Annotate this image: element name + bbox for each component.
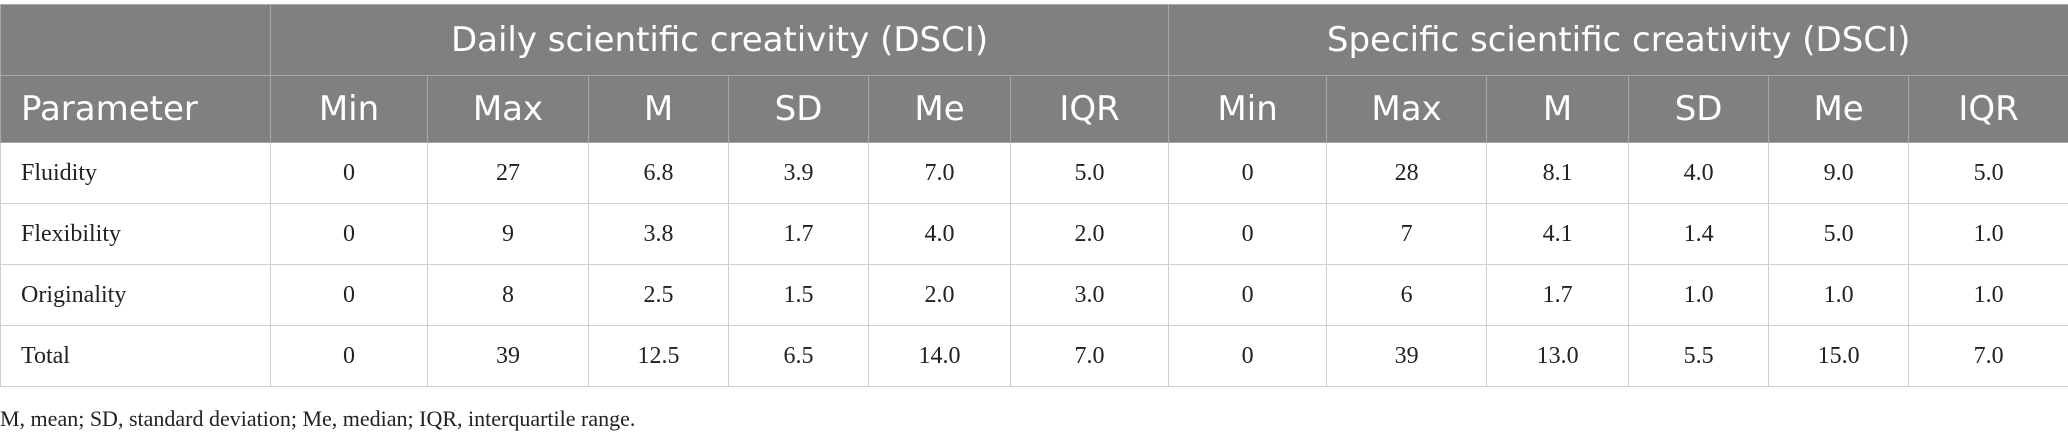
column-header: Me bbox=[1768, 75, 1910, 143]
table-cell: 27 bbox=[427, 142, 589, 204]
table-cell: 2.5 bbox=[588, 264, 729, 326]
table-cell: 6.8 bbox=[588, 142, 729, 204]
table-cell: 1.0 bbox=[1768, 264, 1910, 326]
column-header: Min bbox=[1168, 75, 1328, 143]
row-label: Flexibility bbox=[0, 203, 271, 265]
table-cell: 7.0 bbox=[1908, 325, 2068, 387]
group-header-daily: Daily scientific creativity (DSCI) bbox=[269, 4, 1170, 76]
table-cell: 0 bbox=[270, 203, 428, 265]
table-cell: 8.1 bbox=[1486, 142, 1630, 204]
table-container: Daily scientific creativity (DSCI) Speci… bbox=[0, 4, 2068, 387]
table-cell: 7.0 bbox=[868, 142, 1011, 204]
table-cell: 5.0 bbox=[1009, 142, 1170, 204]
table-row-originality: Originality 0 8 2.5 1.5 2.0 3.0 0 6 1.7 … bbox=[0, 264, 2068, 326]
table-cell: 1.4 bbox=[1628, 203, 1770, 265]
table-cell: 0 bbox=[1168, 203, 1328, 265]
column-header: SD bbox=[728, 75, 869, 143]
column-header: Me bbox=[868, 75, 1011, 143]
table-cell: 4.1 bbox=[1486, 203, 1630, 265]
table-cell: 3.8 bbox=[588, 203, 729, 265]
row-label: Total bbox=[0, 325, 271, 387]
column-header: M bbox=[588, 75, 729, 143]
statistics-table: Daily scientific creativity (DSCI) Speci… bbox=[0, 4, 2068, 387]
table-row-fluidity: Fluidity 0 27 6.8 3.9 7.0 5.0 0 28 8.1 4… bbox=[0, 142, 2068, 204]
table-cell: 6 bbox=[1326, 264, 1488, 326]
table-cell: 8 bbox=[427, 264, 589, 326]
table-cell: 9 bbox=[427, 203, 589, 265]
table-cell: 9.0 bbox=[1768, 142, 1910, 204]
column-header: Max bbox=[427, 75, 589, 143]
table-row-total: Total 0 39 12.5 6.5 14.0 7.0 0 39 13.0 5… bbox=[0, 325, 2068, 387]
table-cell: 0 bbox=[270, 325, 428, 387]
table-cell: 7 bbox=[1326, 203, 1488, 265]
column-header: IQR bbox=[1009, 75, 1170, 143]
column-header: IQR bbox=[1908, 75, 2068, 143]
table-cell: 0 bbox=[1168, 264, 1328, 326]
table-cell: 5.5 bbox=[1628, 325, 1770, 387]
table-cell: 28 bbox=[1326, 142, 1488, 204]
row-label: Fluidity bbox=[0, 142, 271, 204]
table-cell: 14.0 bbox=[868, 325, 1011, 387]
table-cell: 39 bbox=[427, 325, 589, 387]
table-cell: 0 bbox=[1168, 142, 1328, 204]
table-cell: 6.5 bbox=[728, 325, 869, 387]
table-cell: 0 bbox=[270, 142, 428, 204]
table-cell: 1.0 bbox=[1908, 203, 2068, 265]
column-header-row: Parameter Min Max M SD Me IQR Min Max M … bbox=[0, 75, 2068, 143]
column-header-parameter: Parameter bbox=[0, 75, 271, 143]
table-cell: 13.0 bbox=[1486, 325, 1630, 387]
table-cell: 1.7 bbox=[1486, 264, 1630, 326]
table-cell: 12.5 bbox=[588, 325, 729, 387]
table-cell: 3.0 bbox=[1009, 264, 1170, 326]
table-cell: 39 bbox=[1326, 325, 1488, 387]
group-header-specific: Specific scientific creativity (DSCI) bbox=[1168, 4, 2068, 76]
table-cell: 4.0 bbox=[1628, 142, 1770, 204]
table-cell: 3.9 bbox=[728, 142, 869, 204]
table-cell: 5.0 bbox=[1768, 203, 1910, 265]
table-cell: 4.0 bbox=[868, 203, 1011, 265]
table-cell: 1.7 bbox=[728, 203, 869, 265]
column-header: Max bbox=[1326, 75, 1488, 143]
table-cell: 5.0 bbox=[1908, 142, 2068, 204]
column-header: M bbox=[1486, 75, 1630, 143]
table-cell: 7.0 bbox=[1009, 325, 1170, 387]
table-row-flexibility: Flexibility 0 9 3.8 1.7 4.0 2.0 0 7 4.1 … bbox=[0, 203, 2068, 265]
table-cell: 1.0 bbox=[1628, 264, 1770, 326]
table-cell: 15.0 bbox=[1768, 325, 1910, 387]
table-cell: 1.5 bbox=[728, 264, 869, 326]
group-header-row: Daily scientific creativity (DSCI) Speci… bbox=[0, 4, 2068, 76]
table-footnote: M, mean; SD, standard deviation; Me, med… bbox=[0, 406, 636, 431]
row-label: Originality bbox=[0, 264, 271, 326]
table-cell: 2.0 bbox=[1009, 203, 1170, 265]
table-cell: 0 bbox=[1168, 325, 1328, 387]
table-cell: 2.0 bbox=[868, 264, 1011, 326]
header-empty-cell bbox=[0, 4, 271, 76]
column-header: SD bbox=[1628, 75, 1770, 143]
column-header: Min bbox=[270, 75, 428, 143]
table-cell: 0 bbox=[270, 264, 428, 326]
table-cell: 1.0 bbox=[1908, 264, 2068, 326]
